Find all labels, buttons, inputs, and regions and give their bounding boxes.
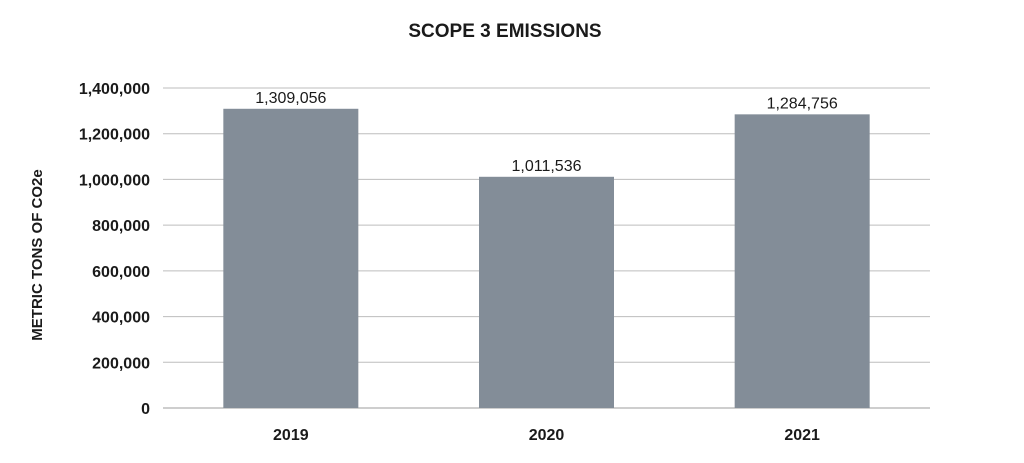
y-tick-labels: 0 200,000 400,000 600,000 800,000 1,000,000 1,… (79, 81, 150, 418)
data-label: 1,309,056 (255, 90, 326, 107)
y-tick-label: 1,200,000 (79, 127, 150, 144)
y-tick-label: 1,400,000 (79, 81, 150, 98)
bar-2020 (479, 176, 614, 408)
y-tick-label: 600,000 (92, 264, 150, 281)
x-tick-label: 2021 (784, 427, 820, 444)
x-tick-label: 2019 (273, 427, 309, 444)
x-tick-labels: 2019 2020 2021 (273, 427, 820, 444)
chart-title: SCOPE 3 EMISSIONS (408, 21, 601, 42)
bar-2021 (734, 114, 870, 408)
y-tick-label: 800,000 (92, 218, 150, 235)
y-tick-label: 0 (141, 401, 150, 418)
y-tick-label: 1,000,000 (79, 172, 150, 189)
data-label: 1,284,756 (767, 95, 838, 112)
x-tick-label: 2020 (529, 427, 565, 444)
y-tick-label: 400,000 (92, 310, 150, 327)
data-labels: 1,309,056 1,011,536 1,284,756 (255, 90, 838, 175)
y-axis-label: METRIC TONS OF CO2e (29, 169, 46, 340)
y-tick-label: 200,000 (92, 355, 150, 372)
bars (223, 108, 870, 408)
bar-2019 (223, 108, 359, 408)
data-label: 1,011,536 (512, 158, 582, 175)
